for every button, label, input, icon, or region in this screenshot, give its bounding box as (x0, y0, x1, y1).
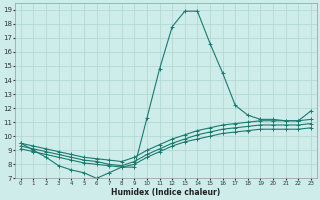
X-axis label: Humidex (Indice chaleur): Humidex (Indice chaleur) (111, 188, 220, 197)
